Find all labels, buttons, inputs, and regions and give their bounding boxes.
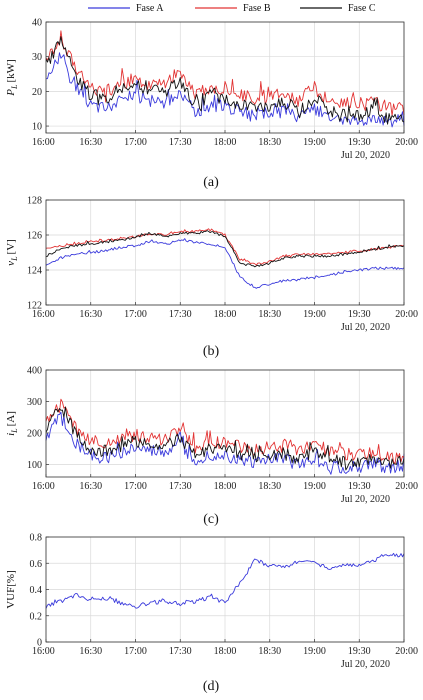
y-axis-label: VUF[%] [5, 570, 17, 609]
y-axis-label-unit: [kW] [5, 59, 17, 82]
y-tick-label: 20 [32, 87, 42, 98]
y-tick-label: 10 [32, 122, 42, 133]
y-tick-label: 0.4 [30, 585, 43, 596]
y-axis-label: PL [kW] [5, 59, 19, 96]
x-tick-label: 16:30 [79, 137, 102, 148]
y-tick-label: 40 [32, 18, 42, 29]
panel-caption: (a) [203, 175, 219, 190]
y-axis-label: vL [V] [5, 239, 19, 266]
y-tick-label: 0.2 [30, 611, 43, 622]
x-tick-label: 16:30 [79, 309, 102, 320]
y-tick-label: 300 [27, 397, 42, 408]
series-line-fase-a [45, 411, 405, 475]
series-line-fase-c [45, 36, 405, 125]
x-tick-label: 19:30 [348, 481, 371, 492]
y-tick-label: 126 [27, 231, 42, 242]
x-tick-label: 20:00 [395, 646, 418, 657]
y-tick-label: 124 [27, 266, 42, 277]
x-date-label: Jul 20, 2020 [341, 322, 390, 333]
chart-panels: 16:00 16:30 17:00 17:30 18:00 18:30 19:00 19:30… [5, 18, 418, 695]
y-axis-label-unit: [V] [5, 239, 17, 254]
legend-item-3: Fase C [300, 3, 376, 14]
legend-item-1: Fase A [88, 3, 164, 14]
chart-panel-3: 16:00 16:30 17:00 17:30 18:00 18:30 19:00 19:30… [5, 366, 418, 528]
x-tick-label: 19:30 [348, 646, 371, 657]
legend-item-2: Fase B [195, 3, 271, 14]
legend: Fase A Fase B Fase C [88, 3, 376, 14]
x-tick-label: 17:00 [124, 137, 147, 148]
y-axis-label-main: VUF [5, 587, 17, 609]
y-tick-label: 128 [27, 196, 42, 207]
x-tick-label: 17:30 [169, 309, 192, 320]
x-tick-label: 19:00 [303, 481, 326, 492]
x-tick-label: 18:00 [214, 137, 237, 148]
x-tick-label: 18:00 [214, 646, 237, 657]
x-tick-label: 17:30 [169, 137, 192, 148]
y-axis-label: iL [A] [5, 411, 19, 436]
x-tick-label: 17:30 [169, 646, 192, 657]
y-axis-label-sub: L [10, 84, 19, 90]
x-tick-label: 20:00 [395, 137, 418, 148]
x-tick-label: 16:00 [32, 481, 55, 492]
x-tick-label: 16:00 [32, 309, 55, 320]
chart-panel-4: 16:00 16:30 17:00 17:30 18:00 18:30 19:00 19:30… [5, 533, 418, 695]
x-tick-label: 19:00 [303, 137, 326, 148]
y-tick-label: 100 [27, 460, 42, 471]
y-axis-label-unit: [A] [5, 411, 17, 426]
x-tick-label: 18:00 [214, 481, 237, 492]
y-tick-label: 0 [37, 638, 42, 649]
panel-caption: (d) [203, 679, 220, 694]
y-tick-label: 0.6 [30, 559, 43, 570]
x-tick-label: 17:00 [124, 309, 147, 320]
y-axis-label-sub: L [10, 428, 19, 434]
x-tick-label: 16:30 [79, 646, 102, 657]
series-line-fase-a [45, 238, 405, 289]
x-tick-label: 20:00 [395, 309, 418, 320]
x-tick-label: 18:30 [258, 309, 281, 320]
series-line-fase-c [45, 230, 405, 268]
x-tick-label: 19:00 [303, 646, 326, 657]
series-line-fase-c [45, 406, 405, 471]
x-tick-label: 19:00 [303, 309, 326, 320]
y-tick-label: 30 [32, 52, 42, 63]
x-date-label: Jul 20, 2020 [341, 494, 390, 505]
panel-caption: (b) [203, 344, 220, 359]
legend-label: Fase A [136, 3, 164, 14]
x-tick-label: 16:00 [32, 646, 55, 657]
y-tick-label: 200 [27, 428, 42, 439]
panel-caption: (c) [203, 512, 219, 527]
x-tick-label: 18:30 [258, 137, 281, 148]
y-axis-label-main: v [5, 261, 17, 266]
chart-panel-1: 16:00 16:30 17:00 17:30 18:00 18:30 19:00 19:30… [5, 18, 418, 191]
x-tick-label: 18:30 [258, 646, 281, 657]
chart-panel-2: 16:00 16:30 17:00 17:30 18:00 18:30 19:00 19:30… [5, 196, 418, 360]
y-tick-label: 0.8 [30, 533, 43, 544]
x-tick-label: 20:00 [395, 481, 418, 492]
x-tick-label: 18:00 [214, 309, 237, 320]
x-tick-label: 17:30 [169, 481, 192, 492]
series-line-fase-b [45, 30, 405, 117]
x-date-label: Jul 20, 2020 [341, 659, 390, 670]
x-tick-label: 16:30 [79, 481, 102, 492]
x-tick-label: 17:00 [124, 481, 147, 492]
x-tick-label: 19:30 [348, 137, 371, 148]
x-date-label: Jul 20, 2020 [341, 150, 390, 161]
legend-label: Fase C [348, 3, 376, 14]
series-line-vuf [45, 552, 405, 609]
legend-label: Fase B [243, 3, 271, 14]
y-tick-label: 400 [27, 366, 42, 377]
x-tick-label: 19:30 [348, 309, 371, 320]
x-tick-label: 16:00 [32, 137, 55, 148]
x-tick-label: 17:00 [124, 646, 147, 657]
x-tick-label: 18:30 [258, 481, 281, 492]
y-axis-label-main: P [5, 89, 17, 97]
y-axis-label-main: i [5, 433, 17, 436]
y-axis-label-sub: L [10, 256, 19, 262]
y-axis-label-unit: [%] [5, 570, 17, 587]
y-tick-label: 122 [27, 301, 42, 312]
